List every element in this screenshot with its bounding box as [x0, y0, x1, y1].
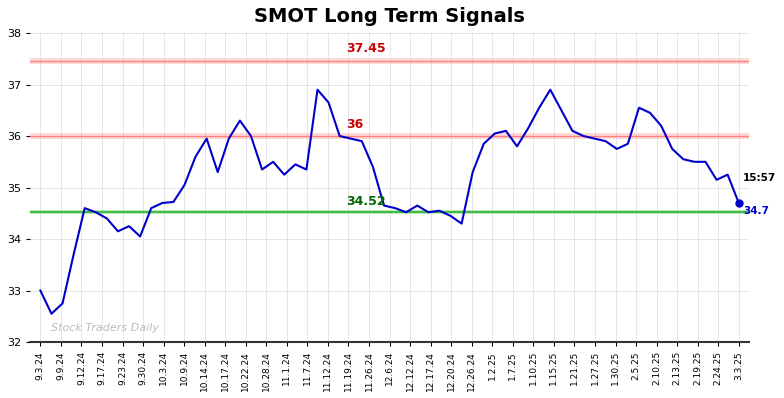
Bar — [30, 58, 749, 64]
Text: 36: 36 — [346, 118, 363, 131]
Text: 37.45: 37.45 — [346, 42, 386, 55]
Text: 34.52: 34.52 — [346, 195, 386, 208]
Title: SMOT Long Term Signals: SMOT Long Term Signals — [254, 7, 525, 26]
Text: Stock Traders Daily: Stock Traders Daily — [51, 323, 158, 333]
Bar — [30, 210, 749, 214]
Text: 34.7: 34.7 — [743, 205, 769, 216]
Text: 15:57: 15:57 — [743, 174, 776, 183]
Bar — [30, 133, 749, 139]
